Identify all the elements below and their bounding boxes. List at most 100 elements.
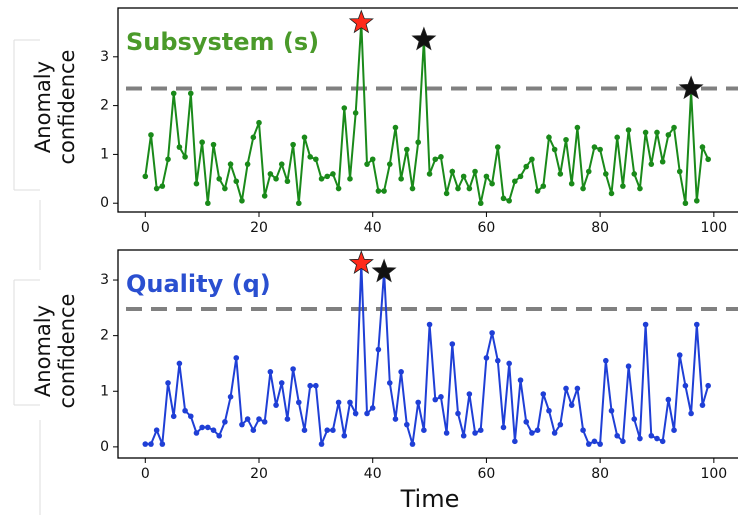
x-tick-label: 20 <box>250 466 268 482</box>
data-point <box>278 380 285 386</box>
data-point <box>375 188 382 194</box>
data-point <box>148 132 154 138</box>
data-point <box>335 185 342 192</box>
data-point <box>597 441 603 447</box>
x-tick-label: 60 <box>478 220 496 236</box>
star-marker <box>348 9 374 34</box>
data-point <box>290 366 296 372</box>
data-point <box>455 185 461 192</box>
y-tick-label: 0 <box>100 439 109 455</box>
data-point <box>205 200 211 207</box>
data-point <box>267 368 274 375</box>
data-point <box>500 424 507 431</box>
data-point <box>142 441 149 447</box>
data-point <box>443 190 450 197</box>
data-point <box>409 441 416 447</box>
data-point <box>540 391 547 397</box>
data-point <box>654 435 660 442</box>
data-point <box>199 139 205 146</box>
data-point <box>307 382 313 389</box>
data-point <box>284 178 291 185</box>
data-point <box>574 124 581 131</box>
data-point <box>665 396 672 403</box>
data-point <box>216 176 223 182</box>
data-point <box>603 357 609 364</box>
data-point <box>369 405 376 411</box>
data-point <box>318 441 325 447</box>
data-point <box>386 161 393 167</box>
data-point <box>693 197 700 204</box>
data-point <box>432 396 439 403</box>
data-point <box>682 382 689 389</box>
axes-frame <box>117 7 738 213</box>
data-point <box>199 424 205 431</box>
data-point <box>392 124 399 131</box>
data-point <box>620 183 626 189</box>
data-point <box>512 178 518 185</box>
data-point <box>574 385 581 392</box>
data-point <box>585 168 592 175</box>
data-point <box>239 421 245 428</box>
data-point <box>648 161 655 167</box>
data-point <box>608 190 615 197</box>
data-point <box>506 197 512 204</box>
data-point <box>443 430 450 436</box>
data-point <box>580 427 586 433</box>
data-point <box>466 391 473 397</box>
y-axis-label: Anomaly <box>31 305 55 397</box>
data-point <box>233 178 240 185</box>
data-point <box>472 430 478 436</box>
data-point <box>193 430 200 436</box>
data-point <box>483 173 490 180</box>
data-point <box>261 193 268 199</box>
data-point <box>148 441 154 447</box>
data-point <box>386 380 393 386</box>
panel-title: Subsystem (s) <box>126 28 319 56</box>
data-point <box>676 168 683 175</box>
series-line <box>144 22 710 204</box>
data-point <box>608 407 615 414</box>
data-point <box>284 416 291 422</box>
data-point <box>324 173 331 180</box>
data-point <box>665 132 672 138</box>
data-point <box>477 200 484 207</box>
data-point <box>153 427 160 433</box>
y-tick-label: 2 <box>100 98 109 114</box>
data-point <box>381 188 387 194</box>
y-axis-label: confidence <box>55 50 79 165</box>
data-point <box>352 410 359 417</box>
data-point <box>341 432 348 439</box>
data-point <box>659 438 666 445</box>
data-point <box>364 410 370 417</box>
data-point <box>176 360 183 367</box>
data-point <box>404 146 410 153</box>
data-point <box>654 129 660 136</box>
y-tick-label: 1 <box>100 146 109 162</box>
data-point <box>637 185 643 192</box>
data-point <box>392 416 399 422</box>
data-point <box>517 377 524 383</box>
data-point <box>568 180 575 187</box>
data-point <box>620 438 626 445</box>
data-point <box>551 430 558 436</box>
x-tick-label: 60 <box>478 466 496 482</box>
data-point <box>187 90 194 97</box>
data-point <box>426 171 433 177</box>
data-point <box>426 321 433 328</box>
data-point <box>432 156 439 163</box>
data-point <box>597 146 603 153</box>
x-tick-label: 80 <box>591 220 609 236</box>
data-point <box>460 173 467 180</box>
data-point <box>415 139 421 146</box>
data-point <box>296 200 302 207</box>
data-point <box>159 441 166 447</box>
data-point <box>352 110 359 116</box>
data-point <box>159 183 166 189</box>
series-line <box>145 263 710 446</box>
data-point <box>591 438 598 445</box>
data-point <box>625 363 632 370</box>
data-point <box>523 163 530 170</box>
data-point <box>210 141 217 148</box>
data-point <box>330 427 336 433</box>
data-point <box>170 90 177 97</box>
